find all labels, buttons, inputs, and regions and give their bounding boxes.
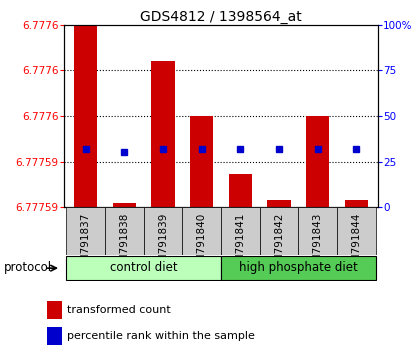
Bar xyxy=(144,207,182,255)
Bar xyxy=(66,256,221,280)
Bar xyxy=(306,116,329,207)
Bar xyxy=(47,301,62,319)
Bar xyxy=(105,207,144,255)
Text: protocol: protocol xyxy=(4,261,52,274)
Bar xyxy=(221,256,376,280)
Text: GSM791839: GSM791839 xyxy=(158,213,168,276)
Text: percentile rank within the sample: percentile rank within the sample xyxy=(67,331,255,341)
Bar xyxy=(47,327,62,345)
Bar xyxy=(260,207,298,255)
Bar xyxy=(66,207,105,255)
Text: GSM791842: GSM791842 xyxy=(274,213,284,276)
Bar xyxy=(345,200,368,207)
Text: high phosphate diet: high phosphate diet xyxy=(239,261,358,274)
Bar xyxy=(298,207,337,255)
Text: GSM791838: GSM791838 xyxy=(119,213,129,276)
Text: GSM791841: GSM791841 xyxy=(235,213,245,276)
Bar xyxy=(74,25,97,207)
Bar xyxy=(267,200,290,207)
Bar xyxy=(337,207,376,255)
Bar xyxy=(190,116,213,207)
Bar xyxy=(229,174,252,207)
Text: GSM791843: GSM791843 xyxy=(312,213,323,276)
Bar xyxy=(221,207,260,255)
Bar xyxy=(182,207,221,255)
Text: control diet: control diet xyxy=(110,261,178,274)
Bar xyxy=(113,204,136,207)
Title: GDS4812 / 1398564_at: GDS4812 / 1398564_at xyxy=(140,10,302,24)
Text: GSM791837: GSM791837 xyxy=(81,213,90,276)
Text: transformed count: transformed count xyxy=(67,305,171,315)
Text: GSM791844: GSM791844 xyxy=(352,213,361,276)
Text: GSM791840: GSM791840 xyxy=(197,213,207,276)
Bar xyxy=(151,61,175,207)
